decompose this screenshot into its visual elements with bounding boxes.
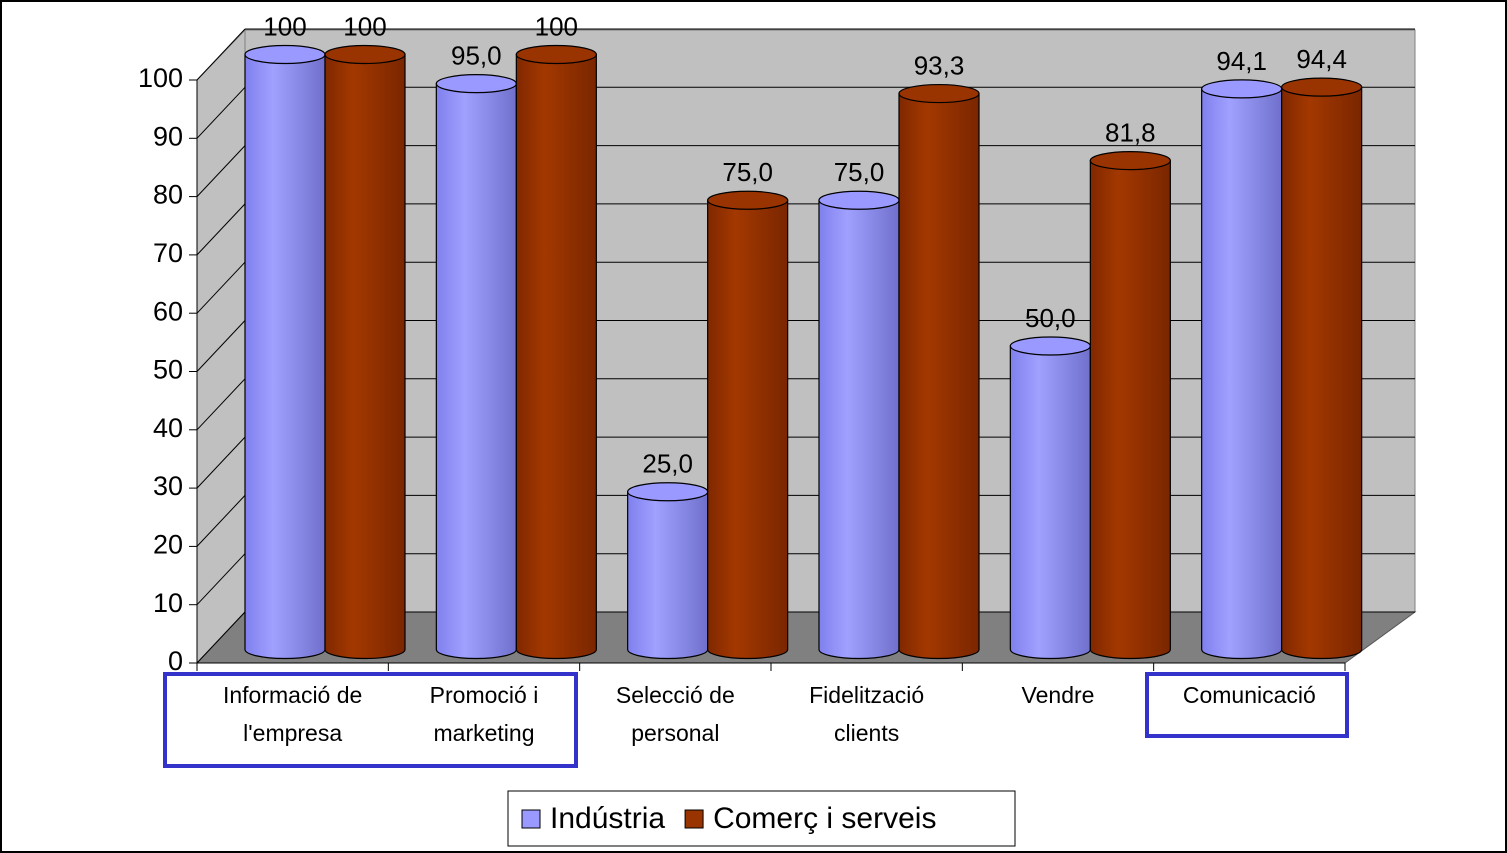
data-label: 93,3	[914, 50, 965, 80]
x-tick-label: Fidelització clients	[809, 682, 925, 746]
bar	[1089, 160, 1171, 660]
y-tick-label: 30	[153, 471, 183, 501]
bar-top	[1009, 336, 1091, 356]
bar	[324, 53, 406, 660]
data-label: 94,4	[1296, 44, 1347, 74]
data-label: 100	[535, 11, 578, 41]
grid-line	[196, 436, 246, 489]
bar	[1281, 86, 1363, 660]
bar	[707, 199, 789, 660]
y-tick-label: 80	[153, 180, 183, 210]
data-label: 50,0	[1025, 303, 1076, 333]
bar-top	[1089, 151, 1171, 171]
bar-top	[1201, 79, 1283, 99]
data-label: 94,1	[1216, 46, 1267, 76]
grid-line	[196, 611, 246, 664]
y-tick-label: 10	[153, 588, 183, 618]
bar-top	[818, 190, 900, 210]
y-tick-label: 0	[168, 646, 183, 676]
y-tick-label: 70	[153, 238, 183, 268]
bar-top	[435, 74, 517, 94]
bar-top	[1281, 77, 1363, 97]
data-label: 81,8	[1105, 117, 1156, 147]
legend-label: Indústria	[550, 802, 665, 835]
data-label: 75,0	[722, 157, 773, 187]
highlight-box	[163, 672, 578, 768]
grid-line	[196, 378, 246, 431]
legend-swatch	[521, 809, 541, 829]
bar	[244, 53, 326, 660]
data-label: 25,0	[642, 449, 693, 479]
bar	[818, 199, 900, 660]
y-tick-label: 50	[153, 355, 183, 385]
data-label: 100	[343, 11, 386, 41]
y-tick-label: 60	[153, 296, 183, 326]
grid-line	[196, 495, 246, 547]
x-tick-label: Informació de l'empresa	[222, 682, 363, 746]
grid-line	[196, 86, 246, 139]
x-tick-label: Selecció de personal	[615, 682, 735, 746]
grid-line	[196, 28, 246, 81]
grid-line	[196, 261, 246, 314]
bar	[435, 83, 517, 660]
grid-line	[196, 553, 246, 606]
bar-top	[627, 482, 709, 502]
grid-line	[196, 320, 246, 372]
y-tick-label: 20	[153, 530, 183, 560]
bar-top	[244, 44, 326, 65]
y-tick-label: 40	[153, 413, 183, 443]
x-tick-label: Promoció i marketing	[429, 682, 539, 746]
y-tick-label: 100	[138, 63, 183, 93]
grid-line	[196, 203, 246, 256]
bar	[627, 491, 709, 660]
legend-label: Comerç i serveis	[713, 802, 936, 835]
highlight-box	[1145, 672, 1349, 738]
bar-top	[324, 44, 406, 65]
bar	[1201, 88, 1283, 660]
data-label: 75,0	[834, 157, 885, 187]
grid-line	[196, 145, 246, 197]
data-label: 100	[263, 11, 306, 41]
bar	[515, 53, 597, 660]
x-tick-label: Vendre	[1021, 682, 1095, 708]
bar	[898, 92, 980, 660]
legend	[507, 790, 1016, 847]
bar-top	[707, 190, 789, 210]
x-tick-label: Comunicació	[1182, 682, 1316, 708]
bar-top	[898, 83, 980, 104]
legend-swatch	[684, 809, 704, 829]
data-label: 95,0	[451, 41, 502, 71]
bar-top	[515, 44, 597, 65]
bar	[1009, 345, 1091, 660]
y-tick-label: 90	[153, 121, 183, 151]
